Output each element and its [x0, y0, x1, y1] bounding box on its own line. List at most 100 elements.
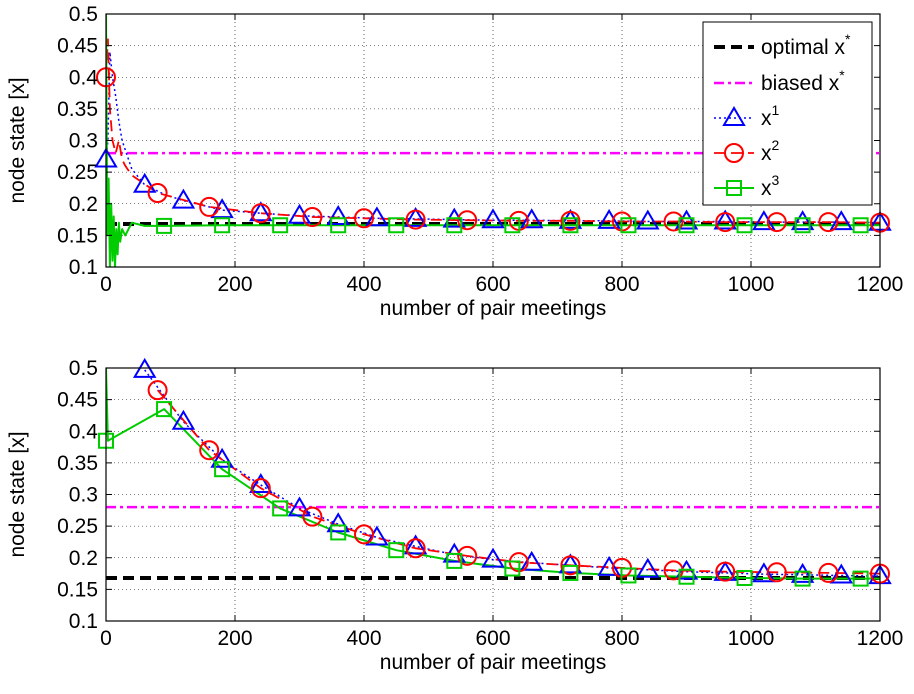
data-point-x1 [790, 210, 815, 231]
y-tick-label: 0.25 [57, 161, 98, 184]
x-tick-label: 800 [604, 273, 639, 296]
chart-panel-1: 0 200 400 600 800 1000 1200 0.1 0.15 0.2 0.25 0.3 0.… [6, 3, 903, 320]
data-point-x3 [446, 552, 463, 569]
data-point-x1 [132, 172, 157, 193]
legend-label-optimal: optimal x* [761, 31, 851, 59]
data-point-x3 [446, 217, 463, 234]
y-tick-label: 0.45 [57, 389, 98, 412]
data-point-x3 [272, 500, 289, 517]
data-point-x1 [636, 557, 660, 578]
data-point-x2 [818, 562, 839, 583]
x-tick-label: 1200 [857, 627, 904, 650]
data-point-x3 [156, 217, 173, 234]
data-point-x1 [558, 208, 583, 229]
data-point-x3 [330, 524, 347, 541]
y-tick-label: 0.3 [69, 484, 98, 507]
data-point-x3 [214, 461, 231, 478]
y-tick-label: 0.2 [69, 547, 98, 570]
legend-label-x1: x1 [761, 102, 780, 130]
x-tick-label: 600 [475, 273, 510, 296]
series-line-x2 [106, 38, 880, 224]
y-tick-label: 0.2 [69, 193, 98, 216]
y-tick-label: 0.15 [57, 224, 98, 247]
y-tick-label: 0.4 [69, 420, 99, 443]
data-point-x1 [481, 208, 505, 229]
data-point-x3 [504, 560, 521, 577]
x-tick-label: 0 [100, 627, 112, 650]
data-point-x1 [713, 209, 737, 230]
data-point-x1 [752, 562, 776, 583]
data-point-x2 [715, 212, 736, 233]
data-point-x2 [663, 211, 684, 232]
data-point-x1 [481, 547, 505, 568]
data-point-x1 [636, 209, 660, 230]
y-tick-label: 0.45 [57, 35, 98, 58]
y-tick-label: 0.1 [69, 256, 98, 279]
legend-marker-x2 [724, 143, 744, 163]
data-point-x1 [287, 496, 312, 517]
data-point-x3 [620, 567, 637, 584]
data-point-x1 [249, 201, 273, 222]
data-point-x3 [330, 217, 347, 234]
y-tick-label: 0.1 [69, 610, 98, 633]
x-axis-label: number of pair meetings [380, 651, 606, 674]
data-point-x3 [156, 401, 173, 418]
data-point-x3 [678, 217, 695, 234]
data-point-x1 [403, 534, 428, 555]
data-point-x2 [147, 380, 168, 401]
data-point-x2 [405, 209, 426, 230]
y-axis-label: node state [x] [6, 77, 29, 203]
data-point-x3 [620, 217, 637, 234]
data-point-x1 [326, 512, 350, 533]
data-point-x1 [210, 447, 234, 468]
data-point-x1 [171, 409, 196, 430]
data-point-x2 [302, 207, 323, 228]
x-axis-label: number of pair meetings [380, 297, 606, 320]
x-tick-label: 400 [346, 273, 381, 296]
data-point-x3 [272, 217, 289, 234]
x-tick-label: 1200 [857, 273, 904, 296]
x-tick-label: 1000 [728, 627, 775, 650]
data-point-x3 [562, 217, 579, 234]
data-point-x3 [794, 570, 811, 587]
data-point-x2 [715, 561, 736, 582]
data-point-x1 [519, 550, 544, 571]
data-point-x2 [199, 196, 220, 217]
y-tick-label: 0.35 [57, 452, 98, 475]
x-tick-label: 200 [217, 273, 252, 296]
data-point-x2 [457, 545, 478, 566]
data-point-x2 [766, 562, 787, 583]
data-point-x3 [852, 570, 869, 587]
data-point-x1 [403, 206, 428, 227]
series-line-x3 [106, 14, 880, 267]
data-point-x2 [199, 440, 220, 461]
data-point-x1 [171, 188, 196, 209]
data-point-x3 [388, 542, 405, 559]
data-point-x1 [326, 205, 350, 226]
y-tick-label: 0.5 [69, 357, 98, 380]
legend-label-x2: x2 [761, 137, 780, 165]
x-tick-label: 1000 [728, 273, 775, 296]
data-point-x2 [560, 210, 581, 231]
data-point-x3 [678, 568, 695, 585]
data-point-x2 [302, 506, 323, 527]
data-point-x3 [794, 217, 811, 234]
legend: optimal x* biased x* x1 x2 x3 [702, 21, 873, 206]
data-point-x2 [354, 524, 374, 545]
y-tick-label: 0.25 [57, 515, 98, 538]
data-point-x3 [562, 564, 579, 581]
x-tick-label: 200 [217, 627, 252, 650]
chart-panel-2: 0 200 400 600 800 1000 1200 0.1 0.15 0.2 0.25 0.3 0.… [6, 357, 903, 674]
legend-label-biased: biased x* [761, 67, 845, 95]
data-point-x2 [250, 478, 271, 499]
markers-group [94, 67, 892, 234]
data-point-x2 [147, 182, 168, 203]
data-point-x3 [736, 217, 753, 234]
data-point-x2 [250, 203, 271, 224]
data-point-x1 [829, 563, 854, 584]
data-point-x1 [558, 553, 583, 574]
legend-marker-x1 [722, 106, 746, 126]
data-point-x2 [766, 212, 787, 233]
